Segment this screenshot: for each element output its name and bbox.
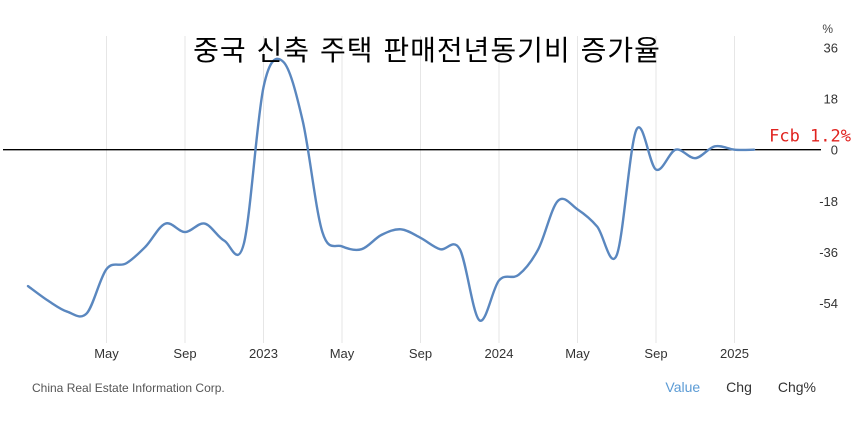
y-tick-label: 0 [831,143,838,158]
y-tick-label: -36 [819,245,838,260]
source-credit: China Real Estate Information Corp. [32,381,225,395]
x-tick-label: May [565,346,590,361]
view-tabs: Value Chg Chg% [665,379,816,395]
x-tick-label: 2024 [485,346,514,361]
tab-value[interactable]: Value [665,379,701,395]
y-tick-label: -18 [819,194,838,209]
x-tick-label: May [330,346,355,361]
y-axis-unit: % [822,22,833,36]
chart-title: 중국 신축 주택 판매전년동기비 증가율 [193,34,661,67]
series-line [26,57,756,322]
x-axis-ticks: May Sep 2023 May Sep 2024 May Sep 2025 [94,346,749,361]
y-tick-label: 36 [824,40,838,55]
tab-chg[interactable]: Chg [726,379,752,395]
y-axis-ticks: 36 18 0 -18 -36 -54 [819,40,838,311]
x-tick-label: 2025 [720,346,749,361]
x-tick-label: Sep [173,346,196,361]
grid-lines [106,36,735,343]
x-tick-label: 2023 [249,346,278,361]
x-tick-label: Sep [644,346,667,361]
y-tick-label: -54 [819,296,838,311]
x-tick-label: Sep [409,346,432,361]
latest-value-annotation: Fcb 1.2% [769,127,851,147]
tab-chg-percent[interactable]: Chg% [777,379,816,395]
x-tick-label: May [94,346,119,361]
y-tick-label: 18 [824,92,838,107]
